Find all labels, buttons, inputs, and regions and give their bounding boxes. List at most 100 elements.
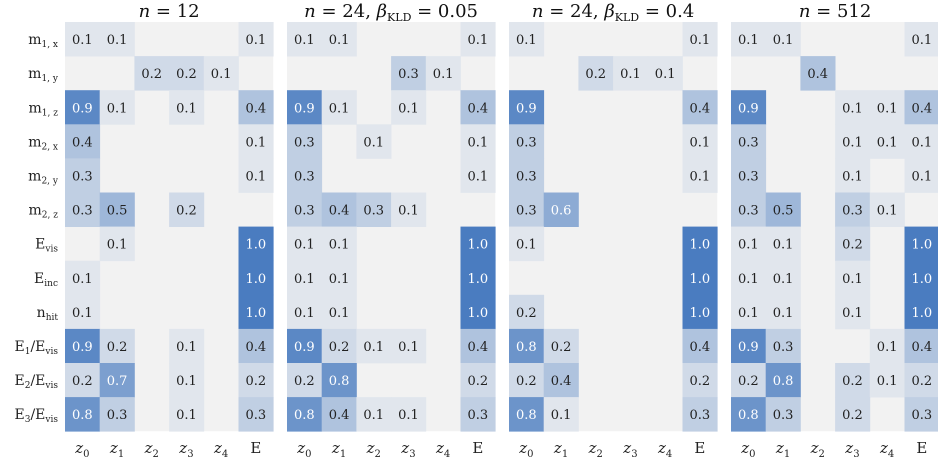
heatmap-cell	[800, 56, 836, 91]
heatmap-cell	[238, 260, 274, 296]
cell-value-label: 0.1	[468, 33, 489, 48]
heatmap-cell	[835, 192, 871, 227]
panel-title: n = 24, βKLD = 0.4	[532, 1, 694, 24]
heatmap-cell	[321, 363, 357, 398]
cell-value-label: 0.3	[738, 169, 759, 184]
heatmap-cell	[460, 226, 496, 262]
cell-value-label: 0.1	[246, 33, 267, 48]
row-label: m1, x	[28, 32, 58, 50]
heatmap-cell	[904, 226, 938, 262]
heatmap-cell	[835, 124, 871, 159]
heatmap-cell	[99, 192, 135, 227]
heatmap-cell	[835, 397, 871, 432]
cell-value-label: 0.1	[773, 33, 794, 48]
cell-value-label: 0.3	[294, 204, 315, 219]
cell-value-label: 0.4	[690, 101, 711, 116]
column-label: z3	[178, 439, 193, 459]
heatmap-cell	[731, 22, 767, 57]
cell-value-label: 0.3	[294, 169, 315, 184]
heatmap-cell	[765, 226, 801, 262]
cell-value-label: 0.1	[842, 101, 863, 116]
cell-value-label: 0.7	[107, 374, 128, 389]
heatmap-cell	[321, 22, 357, 57]
heatmap-cell	[682, 363, 718, 398]
heatmap-cell	[287, 192, 323, 227]
heatmap-cell	[65, 397, 101, 432]
heatmap-panel: n = 24, βKLD = 0.05 0.1 0.1 0.1 0.3 0.1 0.9 0.1…	[287, 1, 496, 459]
cell-value-label: 0.4	[807, 67, 828, 82]
heatmap-cell	[731, 124, 767, 159]
heatmap-cell	[731, 328, 767, 364]
heatmap-cell	[682, 328, 718, 364]
cell-value-label: 0.3	[773, 340, 794, 355]
heatmap-cell	[238, 397, 274, 432]
cell-value-label: 0.1	[398, 101, 419, 116]
heatmap-cell	[287, 90, 323, 125]
cell-value-label: 0.2	[842, 374, 863, 389]
cell-value-label: 0.5	[107, 204, 128, 219]
heatmap-cell	[65, 328, 101, 364]
cell-value-label: 0.3	[912, 408, 933, 423]
cell-value-label: 1.0	[246, 306, 267, 321]
cell-value-label: 0.4	[690, 340, 711, 355]
cell-value-label: 0.4	[329, 204, 350, 219]
heatmap-cell	[287, 124, 323, 159]
heatmap-cell	[509, 363, 545, 398]
cell-value-label: 0.1	[72, 272, 93, 287]
heatmap-cell	[682, 397, 718, 432]
cell-value-label: 0.1	[329, 272, 350, 287]
cell-value-label: 0.8	[294, 408, 315, 423]
heatmap-cell	[543, 328, 579, 364]
heatmap-cell	[321, 328, 357, 364]
heatmap-cell	[65, 260, 101, 296]
cell-value-label: 0.1	[842, 306, 863, 321]
cell-value-label: 0.1	[176, 374, 197, 389]
cell-value-label: 0.3	[773, 408, 794, 423]
cell-value-label: 0.1	[294, 238, 315, 253]
heatmap-cell	[682, 260, 718, 296]
cell-value-label: 0.2	[72, 374, 93, 389]
cell-value-label: 0.2	[912, 374, 933, 389]
row-label: E1/Evis	[15, 339, 59, 357]
cell-value-label: 0.1	[842, 169, 863, 184]
column-label: z3	[400, 439, 415, 459]
heatmap-panel: n = 512 0.1 0.1 0.1 0.4 0.9 0.1 0.1 0.4 0.3 0.1 0.1…	[731, 1, 938, 459]
column-label: z2	[366, 439, 381, 459]
cell-value-label: 0.1	[516, 238, 537, 253]
heatmap-cell	[578, 56, 614, 91]
cell-value-label: 0.3	[72, 169, 93, 184]
panel-title: n = 24, βKLD = 0.05	[304, 1, 478, 24]
heatmap-cell	[731, 260, 767, 296]
heatmap-cell	[460, 124, 496, 159]
heatmap-cell	[391, 56, 427, 91]
cell-value-label: 1.0	[246, 238, 267, 253]
heatmap-cell	[509, 192, 545, 227]
heatmap-cell	[509, 226, 545, 262]
column-label: z1	[109, 439, 124, 459]
cell-value-label: 0.2	[176, 67, 197, 82]
cell-value-label: 0.1	[363, 135, 384, 150]
row-label: Einc	[34, 271, 58, 289]
heatmap-cell	[169, 363, 205, 398]
cell-value-label: 1.0	[690, 238, 711, 253]
cell-value-label: 0.2	[842, 238, 863, 253]
cell-value-label: 0.9	[516, 101, 537, 116]
heatmap-cell	[869, 124, 905, 159]
cell-value-label: 0.9	[72, 101, 93, 116]
cell-value-label: 1.0	[246, 272, 267, 287]
heatmap-cell	[169, 397, 205, 432]
cell-value-label: 0.4	[72, 135, 93, 150]
column-label: E	[694, 439, 705, 457]
heatmap-cell	[460, 90, 496, 125]
heatmap-cell	[543, 192, 579, 227]
heatmap-panel: n = 12 0.1 0.1 0.1 0.2 0.2 0.1 0.9 0.1 0.1 0.4 0.4 0…	[65, 1, 274, 459]
heatmap-cell	[238, 363, 274, 398]
heatmap-cell	[425, 56, 461, 91]
heatmap-cell	[509, 328, 545, 364]
cell-value-label: 0.1	[468, 135, 489, 150]
heatmap-cell	[321, 294, 357, 330]
column-label: z2	[144, 439, 159, 459]
heatmap-cell	[509, 294, 545, 330]
cell-value-label: 1.0	[468, 306, 489, 321]
cell-value-label: 0.1	[329, 33, 350, 48]
